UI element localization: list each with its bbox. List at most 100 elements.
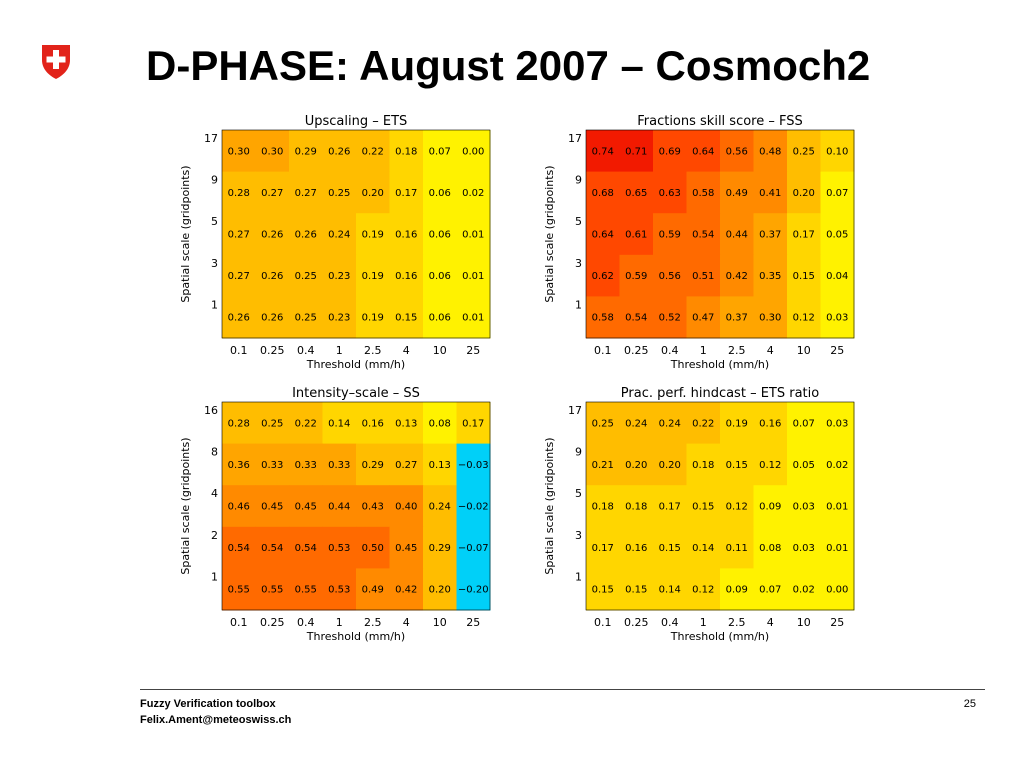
x-tick-label: 25 bbox=[830, 344, 844, 357]
heatmap-cell bbox=[322, 443, 357, 486]
heatmap-cell bbox=[586, 213, 620, 256]
heatmap-cell bbox=[356, 254, 390, 297]
x-tick-label: 0.4 bbox=[297, 616, 315, 629]
heatmap-cell bbox=[356, 213, 390, 256]
cell-value-label: 0.13 bbox=[429, 460, 451, 471]
x-tick-label: 4 bbox=[767, 616, 774, 629]
cell-value-label: 0.40 bbox=[395, 502, 417, 513]
x-tick-label: 0.1 bbox=[594, 344, 612, 357]
cell-value-label: 0.23 bbox=[328, 271, 350, 282]
heatmap-cell bbox=[787, 254, 821, 297]
heatmap-cell bbox=[820, 526, 855, 569]
heatmap-cell bbox=[619, 171, 654, 214]
heatmap-cell bbox=[653, 254, 687, 297]
heatmap-cell bbox=[653, 568, 687, 611]
heatmap-cell bbox=[423, 296, 457, 339]
y-tick-label: 9 bbox=[575, 174, 582, 187]
heatmap-cell bbox=[619, 130, 654, 173]
y-axis-label: Spatial scale (gridpoints) bbox=[179, 165, 192, 302]
cell-value-label: 0.27 bbox=[228, 271, 250, 282]
heatmap-cell bbox=[289, 485, 323, 528]
cell-value-label: 0.50 bbox=[362, 543, 384, 554]
heatmap-cell bbox=[820, 402, 855, 445]
y-tick-label: 1 bbox=[575, 298, 582, 311]
heatmap-cell bbox=[720, 568, 754, 611]
cell-value-label: 0.23 bbox=[328, 313, 350, 324]
cell-value-label: 0.05 bbox=[793, 460, 815, 471]
heatmap-cell bbox=[255, 213, 290, 256]
cell-value-label: 0.02 bbox=[462, 188, 484, 199]
x-tick-label: 1 bbox=[336, 616, 343, 629]
cell-value-label: 0.35 bbox=[759, 271, 781, 282]
cell-value-label: 0.08 bbox=[759, 543, 781, 554]
cell-value-label: 0.03 bbox=[826, 418, 848, 429]
heatmap-cell bbox=[787, 213, 821, 256]
cell-value-label: 0.01 bbox=[826, 543, 848, 554]
x-tick-label: 2.5 bbox=[728, 616, 746, 629]
x-axis-label: Threshold (mm/h) bbox=[306, 630, 405, 643]
cell-value-label: 0.33 bbox=[295, 460, 317, 471]
heatmap-cell bbox=[356, 402, 390, 445]
cell-value-label: 0.16 bbox=[395, 271, 417, 282]
y-tick-label: 8 bbox=[211, 446, 218, 459]
footer-toolbox-label: Fuzzy Verification toolbox bbox=[140, 698, 276, 710]
heatmap-cell bbox=[356, 296, 390, 339]
x-tick-label: 0.1 bbox=[230, 616, 248, 629]
cell-value-label: 0.03 bbox=[826, 313, 848, 324]
cell-value-label: 0.20 bbox=[659, 460, 681, 471]
cell-value-label: 0.17 bbox=[793, 230, 815, 241]
heatmap-cell bbox=[322, 254, 357, 297]
x-tick-label: 1 bbox=[700, 616, 707, 629]
x-axis-label: Threshold (mm/h) bbox=[306, 358, 405, 371]
heatmap-cell bbox=[686, 254, 721, 297]
heatmap-cell bbox=[686, 443, 721, 486]
heatmap-cell bbox=[619, 526, 654, 569]
cell-value-label: −0.07 bbox=[458, 543, 489, 554]
heatmap-cell bbox=[653, 296, 687, 339]
heatmap-cell bbox=[356, 568, 390, 611]
cell-value-label: 0.37 bbox=[759, 230, 781, 241]
cell-value-label: 0.55 bbox=[228, 585, 250, 596]
heatmap-cell bbox=[289, 171, 323, 214]
heatmap-cell bbox=[686, 130, 721, 173]
heatmap-cell bbox=[787, 296, 821, 339]
cell-value-label: 0.45 bbox=[261, 502, 283, 513]
heatmap-cell bbox=[255, 254, 290, 297]
heatmap-cell bbox=[753, 213, 788, 256]
heatmap-cell bbox=[820, 171, 855, 214]
cell-value-label: −0.02 bbox=[458, 502, 489, 513]
heatmap-cell bbox=[653, 402, 687, 445]
cell-value-label: 0.63 bbox=[659, 188, 681, 199]
heatmap-cell bbox=[222, 171, 256, 214]
cell-value-label: 0.52 bbox=[659, 313, 681, 324]
cell-value-label: 0.53 bbox=[328, 543, 350, 554]
cell-value-label: 0.22 bbox=[692, 418, 714, 429]
cell-value-label: 0.01 bbox=[462, 313, 484, 324]
y-tick-label: 1 bbox=[211, 570, 218, 583]
heatmap-cell bbox=[753, 254, 788, 297]
heatmap-cell bbox=[222, 296, 256, 339]
cell-value-label: 0.11 bbox=[726, 543, 748, 554]
heatmap-cell bbox=[686, 171, 721, 214]
cell-value-label: 0.24 bbox=[429, 502, 451, 513]
heatmap-cell bbox=[255, 443, 290, 486]
cell-value-label: 0.45 bbox=[295, 502, 317, 513]
heatmap-cell bbox=[222, 526, 256, 569]
heatmap-cell bbox=[586, 402, 620, 445]
heatmap-cell bbox=[222, 402, 256, 445]
footer-divider bbox=[140, 689, 985, 690]
cell-value-label: 0.61 bbox=[625, 230, 647, 241]
heatmap-cell bbox=[423, 254, 457, 297]
plot-frame bbox=[585, 401, 855, 611]
x-tick-label: 0.4 bbox=[661, 616, 679, 629]
cell-value-label: 0.25 bbox=[295, 271, 317, 282]
cell-value-label: 0.29 bbox=[295, 146, 317, 157]
heatmap-title: Prac. perf. hindcast – ETS ratio bbox=[621, 386, 819, 401]
cell-value-label: 0.29 bbox=[362, 460, 384, 471]
heatmap-cell bbox=[389, 443, 424, 486]
heatmap-cell bbox=[456, 171, 491, 214]
heatmap-cell bbox=[787, 485, 821, 528]
cell-value-label: 0.25 bbox=[328, 188, 350, 199]
heatmap-cell bbox=[720, 485, 754, 528]
cell-value-label: −0.20 bbox=[458, 585, 489, 596]
